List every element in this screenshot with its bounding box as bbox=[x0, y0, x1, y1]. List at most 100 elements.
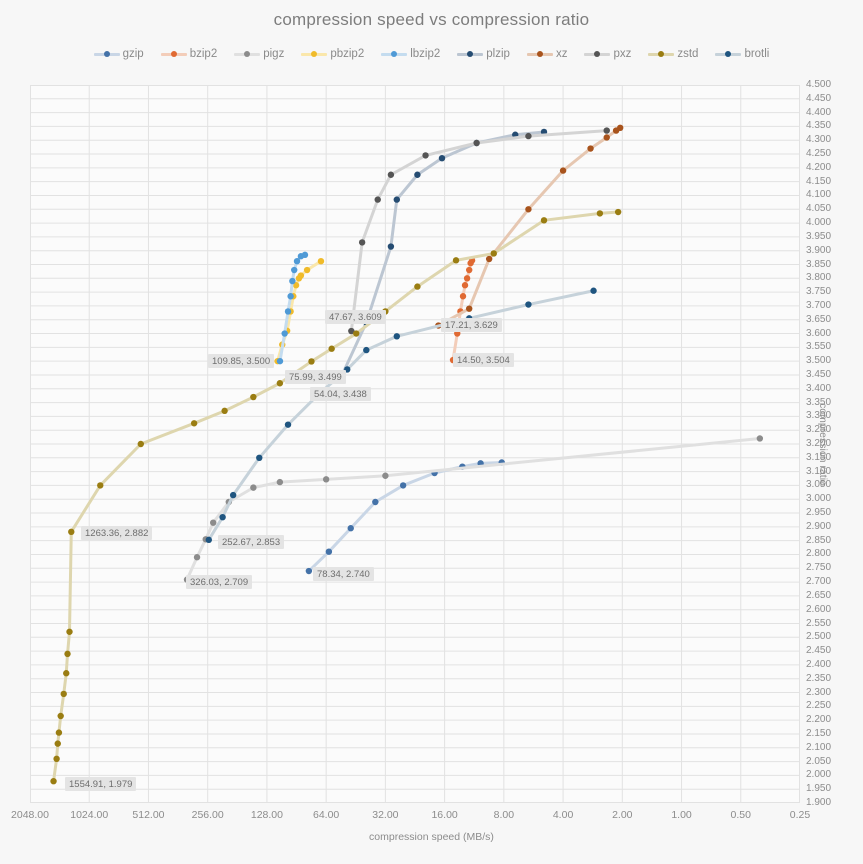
y-tick-label: 2.700 bbox=[806, 576, 832, 588]
x-tick-label: 128.00 bbox=[250, 809, 283, 821]
data-point-pigz[interactable] bbox=[382, 472, 389, 479]
data-point-zstd[interactable] bbox=[57, 712, 64, 720]
data-point-zstd[interactable] bbox=[63, 670, 70, 677]
data-point-zstd[interactable] bbox=[97, 482, 104, 489]
data-point-xz[interactable] bbox=[587, 145, 594, 152]
data-point-zstd[interactable] bbox=[68, 528, 75, 536]
data-point-brotli[interactable] bbox=[525, 301, 532, 308]
data-point-pbzip2[interactable] bbox=[303, 266, 311, 274]
data-point-pxz[interactable] bbox=[374, 196, 381, 203]
y-tick-label: 2.950 bbox=[806, 507, 832, 519]
data-point-zstd[interactable] bbox=[60, 690, 67, 698]
data-point-pxz[interactable] bbox=[387, 171, 395, 178]
legend-item-gzip[interactable]: gzip bbox=[93, 48, 144, 60]
data-point-pxz[interactable] bbox=[473, 139, 480, 147]
data-point-lbzip2[interactable] bbox=[281, 330, 288, 337]
data-point-lbzip2[interactable] bbox=[289, 277, 296, 285]
data-point-zstd[interactable] bbox=[490, 250, 497, 257]
data-point-bzip2[interactable] bbox=[463, 275, 471, 282]
data-point-lbzip2[interactable] bbox=[287, 293, 294, 300]
legend-item-pxz[interactable]: pxz bbox=[584, 48, 631, 60]
data-point-zstd[interactable] bbox=[137, 440, 144, 448]
data-point-zstd[interactable] bbox=[64, 650, 71, 658]
data-point-bzip2[interactable] bbox=[459, 293, 467, 300]
data-point-gzip[interactable] bbox=[347, 525, 354, 532]
data-point-pxz[interactable] bbox=[525, 132, 532, 140]
data-point-zstd[interactable] bbox=[276, 380, 284, 387]
legend-item-plzip[interactable]: plzip bbox=[457, 48, 510, 60]
data-point-xz[interactable] bbox=[603, 134, 610, 141]
legend-item-zstd[interactable]: zstd bbox=[648, 48, 698, 60]
data-point-pxz[interactable] bbox=[348, 327, 355, 335]
data-point-bzip2[interactable] bbox=[461, 282, 469, 289]
data-point-zstd[interactable] bbox=[614, 208, 622, 216]
data-point-zstd[interactable] bbox=[452, 257, 460, 264]
data-point-xz[interactable] bbox=[617, 124, 624, 131]
data-point-zstd[interactable] bbox=[353, 330, 360, 337]
data-point-zstd[interactable] bbox=[55, 729, 63, 736]
data-point-zstd[interactable] bbox=[596, 210, 604, 217]
data-point-lbzip2[interactable] bbox=[276, 357, 284, 365]
legend-item-lbzip2[interactable]: lbzip2 bbox=[381, 48, 440, 60]
x-tick-label: 0.50 bbox=[730, 809, 751, 821]
data-point-brotli[interactable] bbox=[284, 421, 292, 428]
data-point-plzip[interactable] bbox=[414, 171, 421, 178]
legend-item-pbzip2[interactable]: pbzip2 bbox=[301, 48, 364, 60]
data-point-plzip[interactable] bbox=[393, 196, 400, 203]
data-point-pigz[interactable] bbox=[276, 478, 284, 486]
legend-item-brotli[interactable]: brotli bbox=[715, 48, 769, 60]
data-point-gzip[interactable] bbox=[399, 482, 407, 489]
data-point-label: 1263.36, 2.882 bbox=[81, 526, 153, 540]
data-point-zstd[interactable] bbox=[308, 358, 315, 365]
data-point-zstd[interactable] bbox=[53, 755, 60, 763]
data-point-zstd[interactable] bbox=[190, 420, 198, 427]
data-point-pxz[interactable] bbox=[358, 239, 366, 246]
data-point-brotli[interactable] bbox=[229, 491, 237, 499]
legend-item-bzip2[interactable]: bzip2 bbox=[160, 48, 217, 60]
data-point-pigz[interactable] bbox=[322, 476, 330, 483]
data-point-zstd[interactable] bbox=[221, 407, 228, 415]
data-point-zstd[interactable] bbox=[328, 345, 335, 352]
data-point-pbzip2[interactable] bbox=[317, 257, 325, 265]
data-point-zstd[interactable] bbox=[54, 740, 61, 747]
legend-item-xz[interactable]: xz bbox=[526, 48, 567, 60]
data-point-lbzip2[interactable] bbox=[293, 257, 301, 265]
data-point-brotli[interactable] bbox=[393, 333, 400, 340]
data-point-pigz[interactable] bbox=[250, 484, 257, 491]
data-point-xz[interactable] bbox=[466, 305, 473, 312]
data-point-gzip[interactable] bbox=[305, 567, 313, 575]
series-lbzip2 bbox=[276, 251, 309, 365]
data-point-brotli[interactable] bbox=[590, 287, 597, 294]
data-point-brotli[interactable] bbox=[256, 454, 263, 462]
data-point-pbzip2[interactable] bbox=[297, 272, 305, 279]
data-point-brotli[interactable] bbox=[363, 346, 370, 354]
data-point-bzip2[interactable] bbox=[466, 266, 473, 274]
data-point-lbzip2[interactable] bbox=[284, 308, 292, 315]
data-point-xz[interactable] bbox=[559, 167, 567, 174]
data-point-brotli[interactable] bbox=[219, 513, 226, 521]
data-point-gzip[interactable] bbox=[325, 548, 333, 555]
y-tick-label: 3.900 bbox=[806, 244, 832, 256]
data-point-zstd[interactable] bbox=[540, 217, 548, 224]
data-point-plzip[interactable] bbox=[438, 154, 446, 162]
data-point-pxz[interactable] bbox=[422, 152, 429, 159]
plot-svg bbox=[30, 85, 800, 803]
data-point-zstd[interactable] bbox=[50, 777, 57, 785]
data-point-zstd[interactable] bbox=[250, 393, 257, 401]
data-point-pigz[interactable] bbox=[193, 554, 201, 561]
data-point-zstd[interactable] bbox=[414, 283, 421, 290]
data-point-zstd[interactable] bbox=[66, 628, 73, 635]
data-point-gzip[interactable] bbox=[372, 498, 379, 506]
data-point-pigz[interactable] bbox=[756, 435, 764, 442]
data-point-pigz[interactable] bbox=[210, 519, 217, 526]
data-point-pxz[interactable] bbox=[603, 127, 610, 134]
data-point-plzip[interactable] bbox=[387, 243, 395, 250]
data-point-pbzip2[interactable] bbox=[292, 282, 300, 289]
data-point-xz[interactable] bbox=[485, 255, 493, 263]
data-point-xz[interactable] bbox=[525, 206, 532, 213]
legend-item-pigz[interactable]: pigz bbox=[234, 48, 284, 60]
data-point-lbzip2[interactable] bbox=[301, 251, 309, 259]
x-tick-label: 2048.00 bbox=[11, 809, 49, 821]
data-point-brotli[interactable] bbox=[205, 536, 213, 544]
data-point-lbzip2[interactable] bbox=[291, 266, 298, 274]
